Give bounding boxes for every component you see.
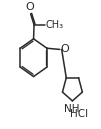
Text: O: O: [60, 44, 69, 54]
Text: O: O: [26, 2, 34, 12]
Text: CH₃: CH₃: [45, 20, 63, 30]
Text: NH: NH: [64, 104, 80, 114]
Text: HCl: HCl: [70, 109, 88, 119]
